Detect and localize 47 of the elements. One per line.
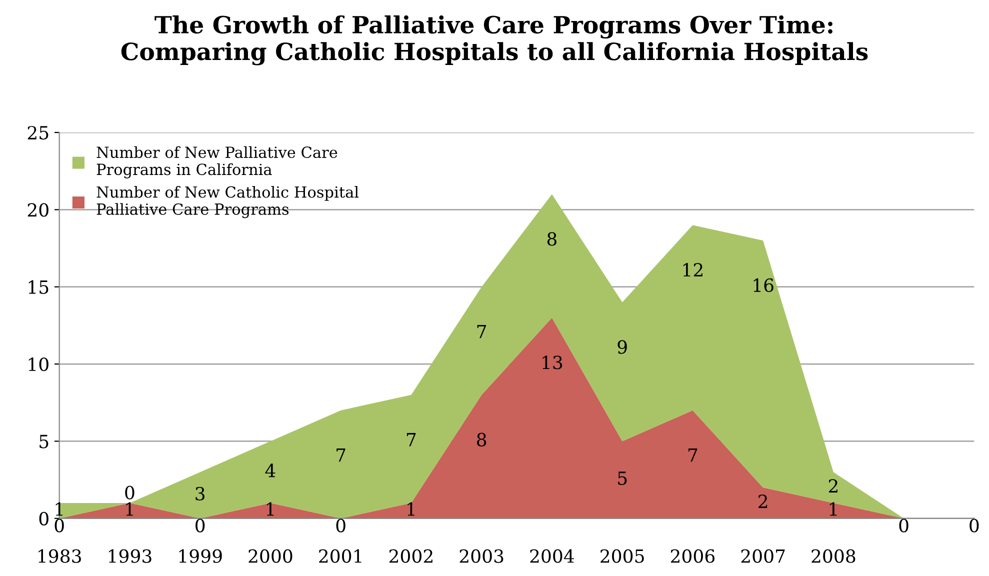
data-label: 7 (477, 324, 486, 338)
y-tick-label: 10 (28, 357, 48, 372)
x-tick-label: 1999 (179, 549, 222, 563)
data-label: 1 (266, 502, 274, 516)
data-label: 5 (618, 472, 627, 486)
data-label: 12 (683, 262, 702, 276)
data-label: 13 (542, 356, 562, 370)
x-tick-label: 2007 (741, 549, 785, 563)
data-label: 2 (828, 479, 838, 493)
x-tick-label: 2006 (670, 549, 715, 563)
x-tick-label: 2005 (600, 549, 644, 563)
data-label: 16 (754, 278, 774, 292)
x-tick-label: 2001 (319, 549, 362, 563)
y-tick-label: 25 (28, 126, 48, 140)
data-label: 9 (618, 340, 627, 354)
y-tick-label: 20 (28, 203, 48, 217)
x-tick-label: 2002 (389, 549, 432, 563)
x-tick-label: 2004 (530, 549, 574, 563)
x-tick-label: 2008 (812, 549, 856, 563)
data-label: 7 (688, 448, 698, 462)
x-tick-label: 2003 (460, 549, 504, 563)
data-label: 1 (56, 502, 63, 516)
data-label: 7 (406, 433, 416, 446)
legend-label: Number of New Catholic Hospital Palliative Care Programs (96, 186, 359, 218)
x-tick-label: 1993 (108, 549, 152, 563)
data-label: 7 (336, 448, 346, 462)
y-tick-label: 5 (40, 434, 48, 448)
data-label: 0 (899, 518, 908, 532)
x-tick-label: 2000 (248, 549, 292, 563)
x-tick-label: 1983 (38, 549, 81, 563)
data-label: 0 (970, 518, 979, 532)
data-label: 0 (125, 486, 134, 500)
y-tick-label: 15 (28, 280, 48, 294)
data-label: 3 (196, 486, 204, 500)
data-label: 1 (408, 502, 414, 516)
data-label: 0 (336, 518, 346, 532)
data-label: 0 (196, 518, 205, 532)
data-label: 8 (477, 432, 486, 446)
legend-label: Number of New Palliative Care Programs in California (96, 146, 338, 178)
chart-title: The Growth of Palliative Care Programs Over Time: Comparing Catholic Hospitals to all California Hospitals (121, 15, 868, 66)
data-label: 2 (758, 494, 768, 508)
y-tick-label: 0 (39, 512, 48, 526)
data-label: 0 (54, 518, 64, 532)
data-label: 4 (265, 464, 276, 478)
data-label: 1 (830, 502, 837, 516)
data-label: 8 (547, 232, 556, 246)
data-label: 1 (126, 502, 133, 516)
